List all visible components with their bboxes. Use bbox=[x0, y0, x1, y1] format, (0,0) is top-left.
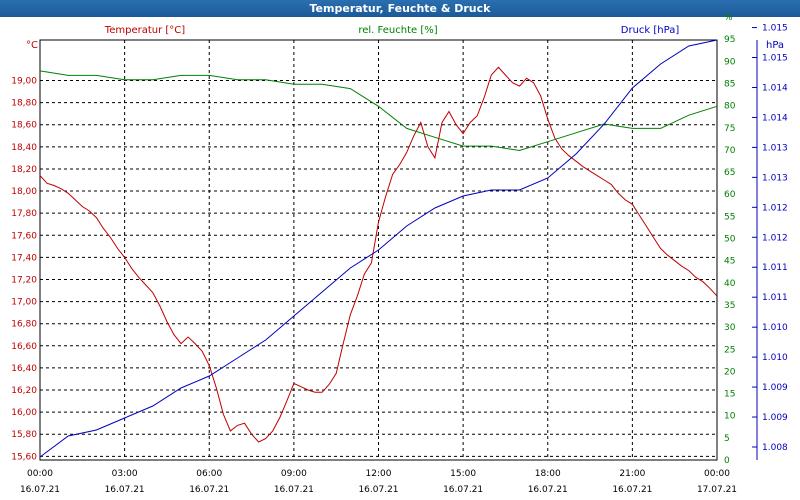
x-tick-time: 06:00 bbox=[196, 469, 222, 479]
y-tick-humidity: 50 bbox=[724, 235, 736, 245]
y-tick-humidity: 25 bbox=[724, 345, 735, 355]
x-tick-time: 00:00 bbox=[704, 469, 730, 479]
y-tick-temperature: 17,60 bbox=[11, 231, 37, 241]
y-tick-humidity: 65 bbox=[724, 168, 735, 178]
x-tick-date: 16.07.21 bbox=[528, 485, 568, 495]
y-tick-pressure: 1.015 bbox=[762, 54, 788, 64]
y-tick-temperature: 18,80 bbox=[11, 99, 37, 109]
y-tick-humidity: 60 bbox=[724, 190, 736, 200]
y-tick-humidity: 95 bbox=[724, 35, 735, 45]
y-tick-temperature: 15,60 bbox=[11, 452, 37, 462]
y-tick-pressure: 1.011 bbox=[762, 293, 788, 303]
y-tick-pressure: 1.015 bbox=[762, 24, 788, 34]
y-tick-humidity: 30 bbox=[724, 323, 736, 333]
x-tick-time: 03:00 bbox=[112, 469, 138, 479]
x-tick-date: 16.07.21 bbox=[20, 485, 60, 495]
y-tick-humidity: 75 bbox=[724, 124, 735, 134]
legend-item: Druck [hPa] bbox=[621, 25, 680, 36]
x-tick-time: 09:00 bbox=[281, 469, 307, 479]
x-tick-date: 16.07.21 bbox=[189, 485, 229, 495]
y-tick-pressure: 1.012 bbox=[762, 233, 788, 243]
y-tick-temperature: 17,80 bbox=[11, 209, 37, 219]
x-tick-date: 16.07.21 bbox=[358, 485, 398, 495]
y-tick-temperature: 17,20 bbox=[11, 275, 37, 285]
temperature-line bbox=[39, 66, 718, 443]
y-tick-temperature: 16,40 bbox=[11, 364, 37, 374]
y-tick-pressure: 1.013 bbox=[762, 143, 788, 153]
y-tick-pressure: 1.009 bbox=[762, 413, 788, 423]
x-tick-time: 18:00 bbox=[535, 469, 561, 479]
y-tick-humidity: 40 bbox=[724, 279, 736, 289]
window-title: Temperatur, Feuchte & Druck bbox=[0, 0, 800, 17]
y-tick-pressure: 1.013 bbox=[762, 173, 788, 183]
y-tick-pressure: 1.014 bbox=[762, 113, 788, 123]
y-tick-temperature: 16,80 bbox=[11, 320, 37, 330]
x-tick-time: 21:00 bbox=[619, 469, 645, 479]
y-tick-temperature: 16,20 bbox=[11, 386, 37, 396]
y-tick-humidity: 10 bbox=[724, 412, 736, 422]
y-tick-humidity: 90 bbox=[724, 57, 736, 67]
y-tick-humidity: 20 bbox=[724, 367, 736, 377]
y-tick-pressure: 1.011 bbox=[762, 263, 788, 273]
y-tick-temperature: 18,60 bbox=[11, 121, 37, 131]
y-tick-humidity: 70 bbox=[724, 146, 736, 156]
y-tick-temperature: 15,80 bbox=[11, 430, 37, 440]
y-tick-pressure: 1.009 bbox=[762, 383, 788, 393]
legend-item: Temperatur [°C] bbox=[104, 25, 185, 36]
x-tick-date: 16.07.21 bbox=[612, 485, 652, 495]
x-tick-date: 17.07.21 bbox=[697, 485, 737, 495]
y-tick-pressure: 1.010 bbox=[762, 323, 788, 333]
legend-item: rel. Feuchte [%] bbox=[358, 25, 437, 36]
y-tick-temperature: 18,00 bbox=[11, 187, 37, 197]
y-tick-temperature: 17,00 bbox=[11, 298, 37, 308]
y-tick-humidity: 15 bbox=[724, 390, 735, 400]
y-tick-humidity: 55 bbox=[724, 212, 735, 222]
x-tick-date: 16.07.21 bbox=[443, 485, 483, 495]
y-tick-humidity: 35 bbox=[724, 301, 735, 311]
x-tick-time: 12:00 bbox=[366, 469, 392, 479]
y-tick-temperature: 17,40 bbox=[11, 253, 37, 263]
y-tick-humidity: 0 bbox=[724, 456, 730, 466]
x-tick-time: 00:00 bbox=[27, 469, 53, 479]
x-tick-time: 15:00 bbox=[450, 469, 476, 479]
y-tick-temperature: 19,00 bbox=[11, 77, 37, 87]
y-tick-humidity: % bbox=[724, 13, 733, 23]
y-tick-temperature: 16,00 bbox=[11, 408, 37, 418]
y-tick-humidity: 80 bbox=[724, 102, 736, 112]
y-tick-pressure: 1.012 bbox=[762, 203, 788, 213]
y-tick-pressure: 1.008 bbox=[762, 443, 788, 453]
y-tick-humidity: 85 bbox=[724, 79, 735, 89]
axis-title-pressure: hPa bbox=[766, 40, 784, 51]
y-tick-temperature: 18,20 bbox=[11, 165, 37, 175]
y-tick-humidity: 45 bbox=[724, 257, 735, 267]
pressure-line bbox=[39, 39, 718, 458]
y-tick-humidity: 5 bbox=[724, 434, 730, 444]
y-tick-pressure: 1.014 bbox=[762, 83, 788, 93]
y-tick-pressure: 1.010 bbox=[762, 353, 788, 363]
axis-title-temperature: °C bbox=[26, 40, 38, 51]
x-tick-date: 16.07.21 bbox=[274, 485, 314, 495]
y-tick-temperature: 16,60 bbox=[11, 342, 37, 352]
y-tick-temperature: 18,40 bbox=[11, 143, 37, 153]
x-tick-date: 16.07.21 bbox=[105, 485, 145, 495]
